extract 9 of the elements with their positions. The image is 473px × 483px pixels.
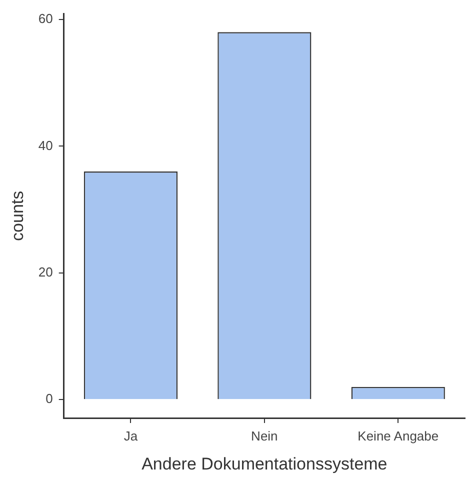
- y-tick-label: 60: [38, 11, 53, 26]
- x-axis-title: Andere Dokumentationssysteme: [142, 454, 388, 474]
- y-axis-title: counts: [8, 190, 27, 241]
- y-tick-label: 40: [38, 138, 53, 153]
- x-tick-label: Ja: [124, 428, 138, 444]
- x-tick-label: Keine Angabe: [358, 428, 439, 444]
- x-tick-label: Nein: [251, 428, 278, 444]
- y-tick-label: 20: [38, 264, 53, 280]
- y-tick-label: 0: [46, 391, 53, 406]
